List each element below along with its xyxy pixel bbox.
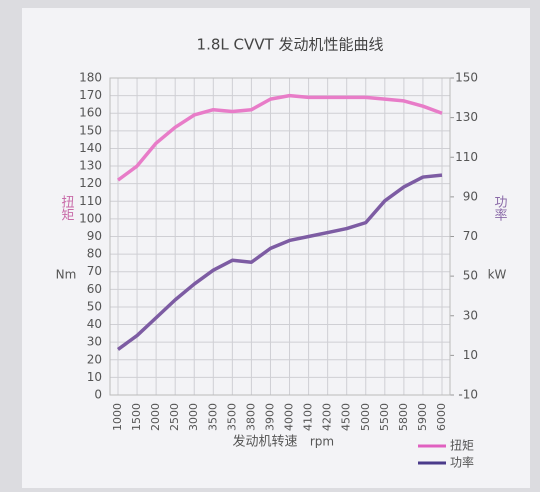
series-line [116,93,443,182]
x-tick-label: 4500 [340,403,353,431]
y-tick-label: 10 [87,370,102,384]
y-tick-label: 110 [79,194,102,208]
x-tick-label: 3000 [187,403,200,431]
x-tick-label: 3900 [263,403,276,431]
chart-title: 1.8L CVVT 发动机性能曲线 [197,36,384,54]
y-tick-label: 40 [87,317,102,331]
y2-tick-label: 150 [455,71,478,85]
y2-axis-label: 功率 [492,195,508,221]
legend-label: 功率 [450,455,474,470]
x-axis-label: 发动机转速 [232,434,297,450]
y-axis-label: 扭矩 [59,195,75,221]
panel [22,8,530,488]
x-tick-label: 3500 [225,403,238,431]
y-tick-label: 80 [87,247,102,261]
y-tick-label: 0 [94,388,102,402]
y-tick-label: 180 [79,71,102,85]
y2-tick-label: 50 [463,269,478,283]
y2-tick-label: 130 [455,110,478,124]
y-tick-label: 90 [87,229,102,243]
y2-tick-label: 70 [463,229,478,243]
x-tick-label: 3500 [206,403,219,431]
series-line [116,173,443,351]
y2-axis-unit: kW [488,268,507,282]
y2-tick-label: 110 [455,150,478,164]
y-tick-label: 130 [79,159,102,173]
y2-tick-label: 10 [463,348,478,362]
x-tick-label: 6000 [435,403,448,431]
x-axis-unit: rpm [310,435,334,449]
x-tick-label: 1500 [130,403,143,431]
x-tick-label: 1000 [111,403,124,431]
y-tick-label: 170 [79,88,102,102]
x-tick-label: 4000 [283,403,296,431]
y-tick-label: 50 [87,299,102,313]
y-tick-label: 160 [79,106,102,120]
y-tick-label: 30 [87,335,102,349]
x-tick-label: 4200 [321,403,334,431]
x-tick-label: 5800 [397,403,410,431]
legend-label: 扭矩 [450,439,474,453]
y-tick-label: 140 [79,141,102,155]
x-tick-label: 4100 [302,403,315,431]
x-tick-label: 3800 [244,403,257,431]
y-axis-unit: Nm [56,268,77,282]
y-tick-label: 120 [79,176,102,190]
x-tick-label: 2500 [168,403,181,431]
y-tick-label: 60 [87,282,102,296]
y2-tick-label: -10 [458,388,478,402]
plot-frame [109,77,451,396]
y-tick-label: 70 [87,264,102,278]
y-tick-label: 100 [79,211,102,225]
y-tick-label: 150 [79,123,102,137]
y2-tick-label: 30 [463,308,478,322]
x-tick-label: 5900 [416,403,429,431]
x-tick-label: 5500 [378,403,391,431]
x-tick-label: 5000 [359,403,372,431]
y-tick-label: 20 [87,352,102,366]
y2-tick-label: 90 [463,189,478,203]
x-tick-label: 2000 [149,403,162,431]
